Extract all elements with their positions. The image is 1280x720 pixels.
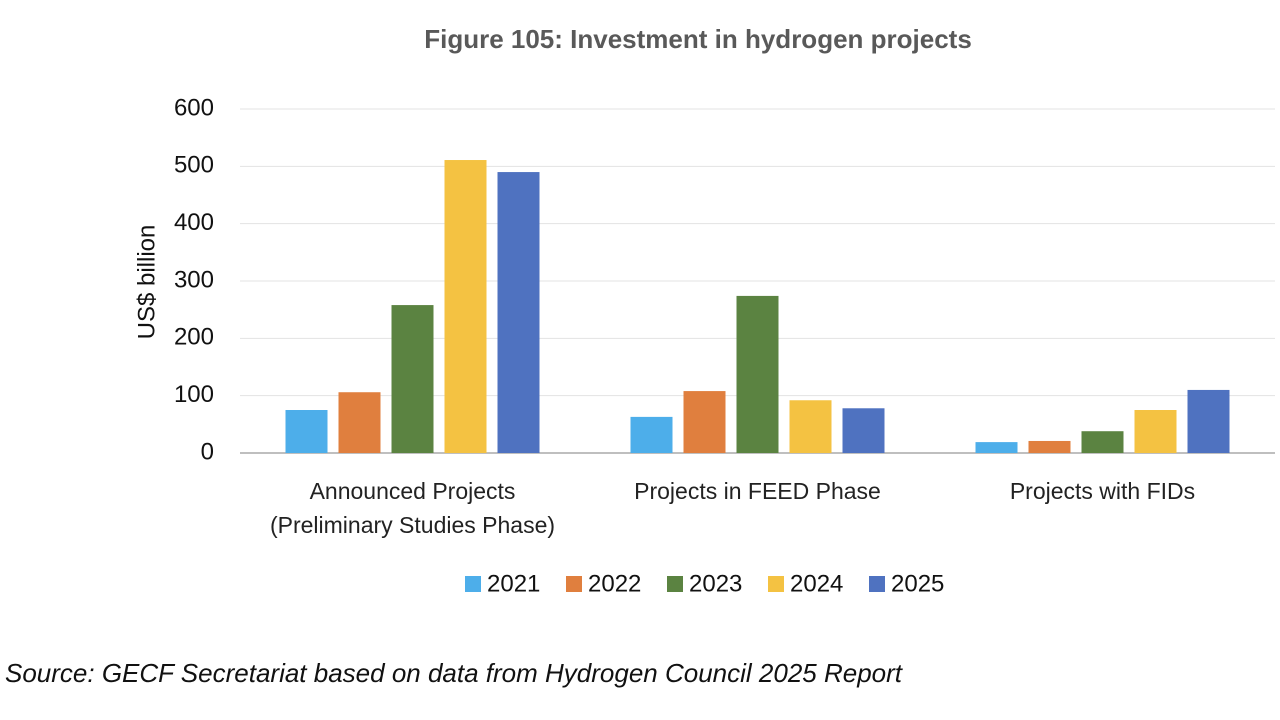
bar (444, 160, 487, 453)
bar (630, 416, 673, 453)
y-tick-label: 100 (174, 381, 214, 408)
y-tick-label: 200 (174, 324, 214, 351)
bar (736, 295, 779, 453)
legend-swatch (566, 576, 582, 592)
bar (683, 391, 726, 453)
bar (975, 442, 1018, 453)
bar (338, 392, 381, 453)
y-tick-label: 600 (174, 94, 214, 121)
y-tick-label: 500 (174, 152, 214, 179)
x-tick-label: Projects with FIDs (1009, 478, 1196, 504)
bar (391, 305, 434, 453)
bar (1187, 389, 1230, 453)
legend-swatch (869, 576, 885, 592)
legend-swatch (667, 576, 683, 592)
legend-label: 2022 (588, 570, 641, 597)
legend-swatch (465, 576, 481, 592)
x-tick-label: Projects in FEED Phase (634, 478, 881, 504)
chart-title: Figure 105: Investment in hydrogen proje… (424, 24, 972, 54)
source-note: Source: GECF Secretariat based on data f… (5, 658, 904, 688)
legend-label: 2025 (891, 570, 944, 597)
bar (789, 400, 832, 453)
y-tick-label: 0 (201, 438, 214, 465)
legend-label: 2024 (790, 570, 843, 597)
bar (842, 408, 885, 453)
bar (285, 410, 328, 453)
x-tick-label: Announced Projects (Preliminary Studies … (269, 478, 556, 538)
y-axis-label: US$ billion (133, 225, 160, 340)
bar (497, 172, 540, 454)
bar (1028, 440, 1071, 453)
y-tick-label: 300 (174, 266, 214, 293)
bar (1134, 410, 1177, 453)
bar (1081, 431, 1124, 453)
legend-label: 2023 (689, 570, 742, 597)
legend-swatch (768, 576, 784, 592)
y-tick-label: 400 (174, 209, 214, 236)
legend-label: 2021 (487, 570, 540, 597)
